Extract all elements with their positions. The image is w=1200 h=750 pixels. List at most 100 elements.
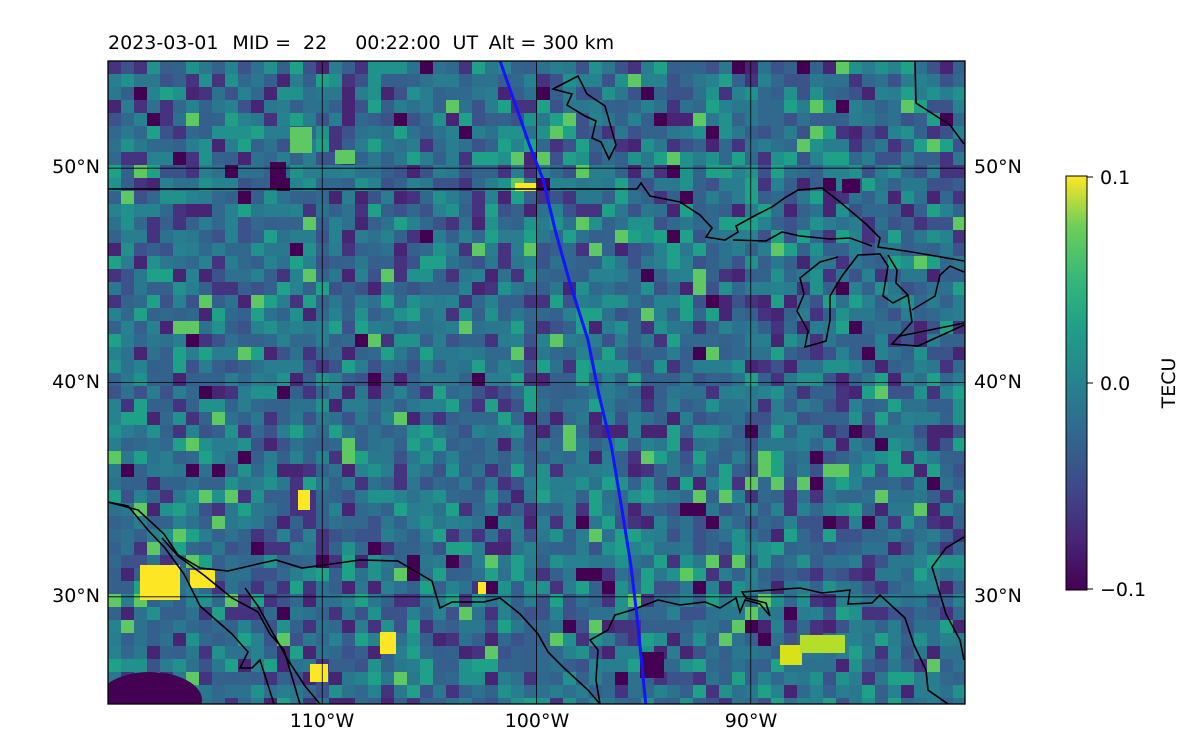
tec-cell	[810, 594, 823, 607]
tec-cell	[719, 61, 732, 74]
tec-cell	[355, 490, 368, 503]
tec-cell	[446, 126, 459, 139]
tec-cell	[693, 698, 706, 704]
tec-cell	[719, 191, 732, 204]
tec-cell	[771, 464, 784, 477]
tec-cell	[654, 620, 667, 633]
tec-cell	[823, 659, 836, 672]
tec-cell	[329, 464, 342, 477]
tec-cell	[667, 178, 680, 191]
tec-cell	[121, 256, 134, 269]
tec-cell	[602, 698, 615, 704]
tec-cell	[823, 152, 836, 165]
tec-cell	[914, 698, 927, 704]
tec-cell	[667, 490, 680, 503]
tec-cell	[251, 282, 264, 295]
tec-cell	[342, 490, 355, 503]
tec-cell	[251, 191, 264, 204]
tec-cell	[524, 61, 537, 74]
tec-cell	[394, 61, 407, 74]
tec-cell	[511, 282, 524, 295]
tec-cell	[355, 282, 368, 295]
tec-cell	[719, 412, 732, 425]
tec-cell	[563, 698, 576, 704]
tec-cell	[420, 594, 433, 607]
tec-cell	[862, 87, 875, 100]
tec-cell	[485, 152, 498, 165]
tec-cell	[693, 399, 706, 412]
tec-cell	[576, 477, 589, 490]
tec-cell	[615, 464, 628, 477]
tec-cell	[420, 672, 433, 685]
tec-cell	[524, 503, 537, 516]
tec-cell	[706, 620, 719, 633]
tec-cell	[108, 529, 121, 542]
tec-cell	[628, 269, 641, 282]
tec-cell	[381, 594, 394, 607]
us-mexico-border	[108, 501, 601, 704]
tec-cell	[329, 399, 342, 412]
tec-cell	[758, 61, 771, 74]
tec-cell	[420, 61, 433, 74]
tec-cell	[810, 139, 823, 152]
tec-cell	[498, 477, 511, 490]
tec-cell	[472, 243, 485, 256]
tec-cell	[290, 87, 303, 100]
tec-cell	[238, 243, 251, 256]
tec-cell	[121, 438, 134, 451]
tec-cell	[251, 672, 264, 685]
tec-cell	[498, 685, 511, 698]
tec-cell	[693, 529, 706, 542]
tec-cell	[394, 230, 407, 243]
tec-cell	[355, 503, 368, 516]
tec-cell	[823, 360, 836, 373]
tec-cell	[680, 191, 693, 204]
tec-cell	[342, 217, 355, 230]
tec-cell	[953, 477, 965, 490]
tec-cell	[797, 360, 810, 373]
tec-cell	[771, 282, 784, 295]
tec-cell	[914, 386, 927, 399]
tec-cell	[732, 204, 745, 217]
tec-cell	[264, 542, 277, 555]
tec-cell	[251, 399, 264, 412]
tec-cell	[199, 217, 212, 230]
tec-cell	[238, 217, 251, 230]
tec-cell	[147, 165, 160, 178]
tec-cell	[563, 685, 576, 698]
tec-cell	[927, 360, 940, 373]
tec-cell	[745, 191, 758, 204]
tec-cell	[758, 269, 771, 282]
tec-cell	[446, 451, 459, 464]
tec-cell	[628, 542, 641, 555]
tec-cell	[290, 698, 303, 704]
tec-cell	[940, 373, 953, 386]
tec-cell	[810, 204, 823, 217]
tec-cell	[706, 256, 719, 269]
tec-cell	[836, 126, 849, 139]
tec-cell	[108, 581, 121, 594]
tec-cell	[368, 360, 381, 373]
tec-cell	[563, 542, 576, 555]
tec-cell	[784, 698, 797, 704]
tec-cell	[784, 464, 797, 477]
tec-cell	[524, 386, 537, 399]
tec-cell	[368, 438, 381, 451]
tec-cell	[121, 74, 134, 87]
tec-cell	[628, 425, 641, 438]
tec-cell	[498, 529, 511, 542]
tec-cell	[121, 243, 134, 256]
tec-cell	[173, 438, 186, 451]
tec-cell	[693, 659, 706, 672]
tec-cell	[628, 646, 641, 659]
tec-cell	[667, 269, 680, 282]
tec-cell	[537, 61, 550, 74]
tec-cell	[914, 230, 927, 243]
tec-cell	[459, 607, 472, 620]
tec-cell	[901, 581, 914, 594]
tec-cell	[576, 633, 589, 646]
tec-cell	[446, 321, 459, 334]
tec-cell	[810, 672, 823, 685]
tec-cell	[771, 126, 784, 139]
tec-cell	[459, 126, 472, 139]
